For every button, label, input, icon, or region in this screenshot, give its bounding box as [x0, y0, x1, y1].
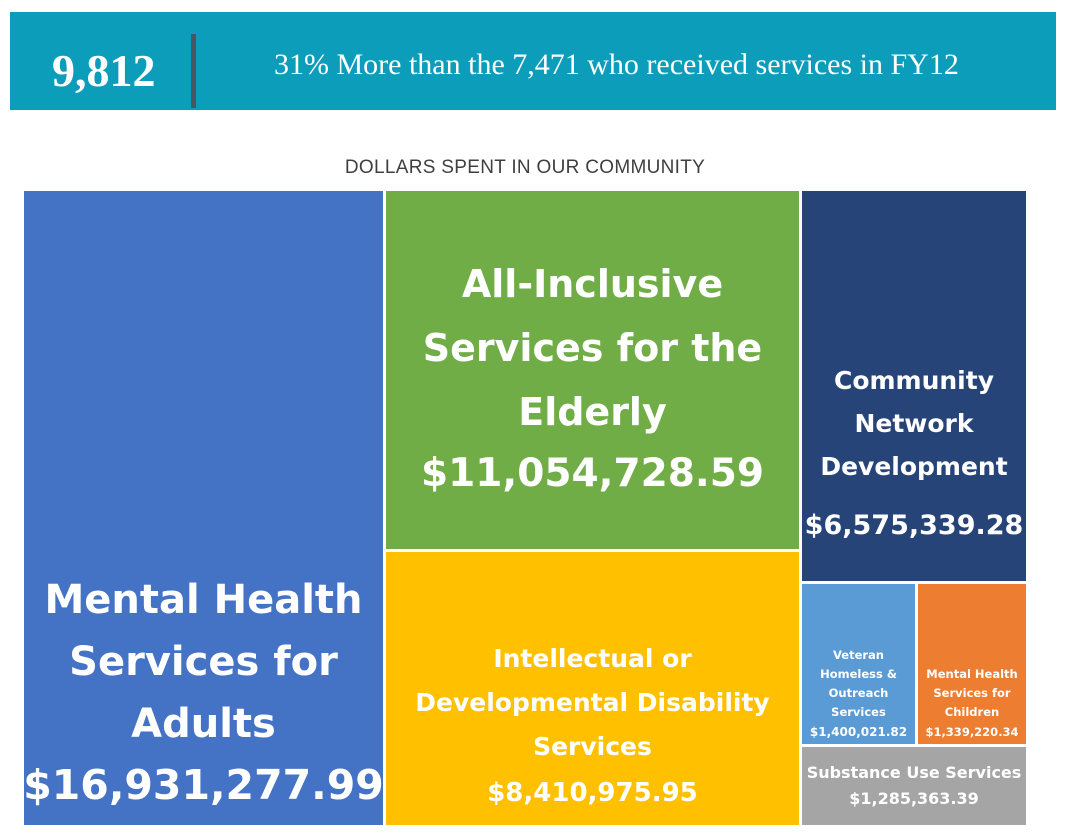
tile-label: All-Inclusive Services for the Elderly — [422, 262, 763, 434]
tile-value: $16,931,277.99 — [24, 761, 383, 809]
tile-label: Veteran Homeless & Outreach Services — [820, 648, 897, 719]
summary-banner: 9,812 31% More than the 7,471 who receiv… — [10, 12, 1056, 110]
tile-label: Community Network Development — [820, 366, 1008, 481]
tile-value: $1,285,363.39 — [849, 789, 979, 808]
tile-substance-use: Substance Use Services $1,285,363.39 — [802, 747, 1026, 825]
tile-value: $11,054,728.59 — [421, 451, 764, 496]
clients-served-count: 9,812 — [52, 45, 156, 96]
tile-label: Mental Health Services for Children — [926, 667, 1018, 719]
banner-comparison-text: 31% More than the 7,471 who received ser… — [274, 48, 959, 81]
tile-intellectual-developmental: Intellectual or Developmental Disability… — [386, 552, 799, 825]
tile-all-inclusive-elderly: All-Inclusive Services for the Elderly $… — [386, 191, 799, 549]
chart-title: DOLLARS SPENT IN OUR COMMUNITY — [344, 157, 706, 178]
banner-divider — [191, 34, 196, 108]
tile-value: $8,410,975.95 — [487, 778, 698, 808]
tile-label: Intellectual or Developmental Disability… — [415, 644, 770, 761]
tile-label: Mental Health Services for Adults — [44, 577, 363, 747]
tile-value: $1,400,021.82 — [809, 725, 908, 739]
tile-value: $1,339,220.34 — [925, 725, 1019, 739]
tile-value: $6,575,339.28 — [804, 510, 1024, 541]
tile-community-network: Community Network Development $6,575,339… — [802, 191, 1026, 581]
tile-mental-health-children: Mental Health Services for Children $1,3… — [918, 584, 1026, 744]
tile-mental-health-adults: Mental Health Services for Adults $16,93… — [24, 191, 383, 825]
tile-veteran-homeless: Veteran Homeless & Outreach Services $1,… — [802, 584, 915, 744]
tile-label: Substance Use Services — [806, 763, 1022, 782]
